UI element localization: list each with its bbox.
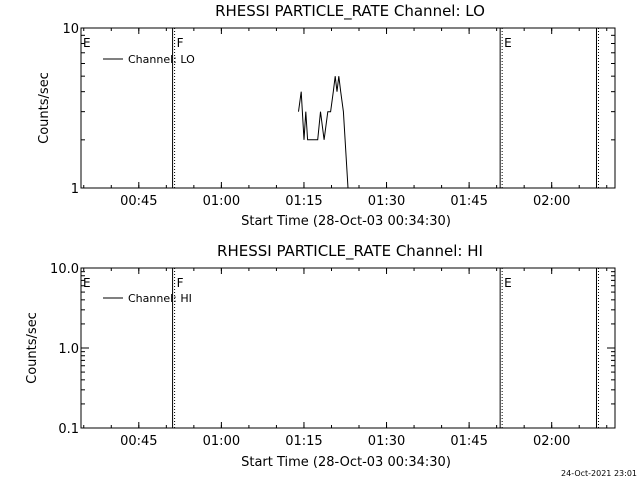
panel-lo-xtick-label: 01:15 — [285, 194, 322, 209]
panel-lo-xtick-label: 01:45 — [450, 194, 487, 209]
panel-hi-ytick-label: 0.1 — [58, 422, 79, 437]
panel-hi-title: RHESSI PARTICLE_RATE Channel: HI — [217, 242, 483, 261]
panel-lo-legend-label: Channel: LO — [128, 53, 195, 66]
panel-lo-marker-label: E — [83, 36, 91, 50]
panel-hi-xtick-label: 02:00 — [533, 434, 570, 449]
timestamp: 24-Oct-2021 23:01 — [561, 469, 637, 478]
panel-lo-title: RHESSI PARTICLE_RATE Channel: LO — [215, 2, 485, 21]
panel-lo-marker-label: F — [177, 36, 184, 50]
panel-lo-ytick-label: 10 — [62, 22, 79, 37]
panel-hi-ytick-label: 10.0 — [50, 262, 79, 277]
panel-lo-frame — [80, 27, 616, 189]
panel-hi-legend-label: Channel: HI — [128, 292, 192, 305]
panel-hi-marker-label: F — [177, 276, 184, 290]
panel-hi-xtick-label: 00:45 — [120, 434, 157, 449]
panel-hi-xtick-label: 01:15 — [285, 434, 322, 449]
panel-hi-xtick-label: 01:00 — [203, 434, 240, 449]
panel-lo-ylabel: Counts/sec — [37, 72, 52, 144]
panel-hi-xtick-label: 01:45 — [450, 434, 487, 449]
panel-hi-marker-label: E — [504, 276, 512, 290]
panel-lo-series-line — [298, 76, 349, 189]
panel-lo-xlabel: Start Time (28-Oct-03 00:34:30) — [241, 214, 451, 229]
panel-hi-ytick-label: 1.0 — [58, 342, 79, 357]
panel-lo-xtick-label: 01:00 — [203, 194, 240, 209]
panel-lo-xtick-label: 01:30 — [368, 194, 405, 209]
panel-lo-xtick-label: 00:45 — [120, 194, 157, 209]
panel-hi-xtick-label: 01:30 — [368, 434, 405, 449]
panel-lo-ytick-label: 1 — [71, 182, 79, 197]
panel-hi-marker-label: E — [83, 276, 91, 290]
panel-hi-xlabel: Start Time (28-Oct-03 00:34:30) — [241, 455, 451, 470]
panel-lo-xtick-label: 02:00 — [533, 194, 570, 209]
panel-hi-ylabel: Counts/sec — [25, 312, 40, 384]
panel-lo-marker-label: E — [504, 36, 512, 50]
